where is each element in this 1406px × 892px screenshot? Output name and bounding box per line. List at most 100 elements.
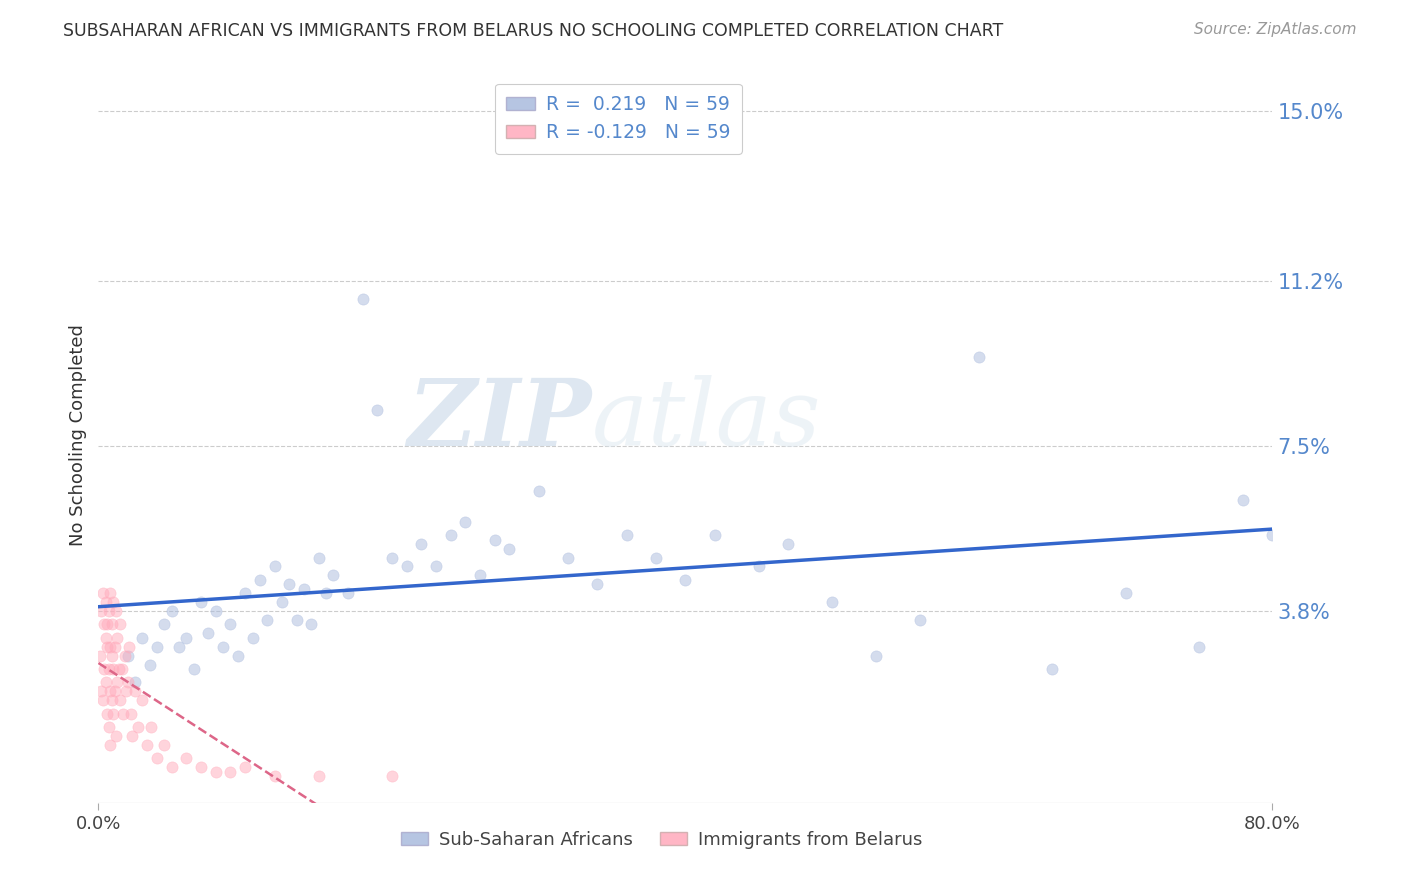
Point xyxy=(190,760,212,774)
Point xyxy=(117,675,139,690)
Legend: Sub-Saharan Africans, Immigrants from Belarus: Sub-Saharan Africans, Immigrants from Be… xyxy=(394,824,929,856)
Text: SUBSAHARAN AFRICAN VS IMMIGRANTS FROM BELARUS NO SCHOOLING COMPLETED CORRELATION: SUBSAHARAN AFRICAN VS IMMIGRANTS FROM BE… xyxy=(63,22,1004,40)
Text: atlas: atlas xyxy=(592,376,821,465)
Point xyxy=(205,764,228,779)
Point xyxy=(675,573,697,587)
Point xyxy=(105,729,128,743)
Point xyxy=(778,537,800,551)
Point xyxy=(153,617,176,632)
Point xyxy=(100,648,122,663)
Point xyxy=(97,662,120,676)
Point xyxy=(249,573,271,587)
Point xyxy=(263,559,285,574)
Point xyxy=(131,693,153,707)
Point xyxy=(96,640,118,654)
Point xyxy=(299,617,322,632)
Point xyxy=(183,662,205,676)
Point xyxy=(89,648,111,663)
Point xyxy=(439,528,461,542)
Point xyxy=(111,662,134,676)
Point xyxy=(366,403,388,417)
Point xyxy=(114,648,136,663)
Point xyxy=(112,706,135,721)
Point xyxy=(315,586,337,600)
Point xyxy=(91,586,114,600)
Point xyxy=(160,604,183,618)
Point xyxy=(101,662,124,676)
Point xyxy=(96,617,118,632)
Point xyxy=(107,675,129,690)
Point xyxy=(285,613,308,627)
Point xyxy=(98,586,121,600)
Point xyxy=(146,751,169,765)
Point xyxy=(100,617,122,632)
Point xyxy=(395,559,418,574)
Point xyxy=(484,533,506,547)
Point xyxy=(90,604,112,618)
Point xyxy=(101,706,124,721)
Point xyxy=(190,595,212,609)
Point xyxy=(381,769,404,783)
Point xyxy=(127,720,149,734)
Point xyxy=(110,617,132,632)
Point xyxy=(557,550,579,565)
Point xyxy=(167,640,190,654)
Point xyxy=(748,559,770,574)
Point xyxy=(90,684,112,698)
Point xyxy=(468,568,491,582)
Point xyxy=(103,684,125,698)
Point xyxy=(94,595,117,609)
Point xyxy=(153,738,176,752)
Point xyxy=(454,515,477,529)
Point xyxy=(197,626,219,640)
Point xyxy=(96,706,118,721)
Point xyxy=(411,537,433,551)
Point xyxy=(226,648,249,663)
Point xyxy=(1115,586,1137,600)
Point xyxy=(97,720,120,734)
Point xyxy=(1232,492,1254,507)
Point xyxy=(336,586,359,600)
Point xyxy=(120,706,142,721)
Point xyxy=(146,640,169,654)
Point xyxy=(124,684,146,698)
Point xyxy=(135,738,157,752)
Point xyxy=(108,662,131,676)
Point xyxy=(292,582,315,596)
Point xyxy=(821,595,844,609)
Point xyxy=(121,729,143,743)
Point xyxy=(115,684,138,698)
Point xyxy=(527,483,550,498)
Point xyxy=(97,604,120,618)
Point xyxy=(586,577,609,591)
Point xyxy=(219,617,242,632)
Point xyxy=(381,550,404,565)
Point xyxy=(117,648,139,663)
Point xyxy=(967,350,990,364)
Point xyxy=(107,631,129,645)
Point xyxy=(616,528,638,542)
Point xyxy=(98,738,121,752)
Text: ZIP: ZIP xyxy=(408,376,592,465)
Point xyxy=(308,550,330,565)
Point xyxy=(322,568,344,582)
Y-axis label: No Schooling Completed: No Schooling Completed xyxy=(69,324,87,546)
Point xyxy=(352,292,374,306)
Point xyxy=(703,528,725,542)
Point xyxy=(233,586,256,600)
Point xyxy=(263,769,285,783)
Point xyxy=(910,613,932,627)
Point xyxy=(256,613,278,627)
Point xyxy=(160,760,183,774)
Point xyxy=(94,631,117,645)
Point xyxy=(91,693,114,707)
Point xyxy=(118,640,141,654)
Point xyxy=(270,595,292,609)
Point xyxy=(205,604,228,618)
Point xyxy=(425,559,447,574)
Point xyxy=(101,595,124,609)
Point xyxy=(278,577,301,591)
Point xyxy=(1188,640,1211,654)
Point xyxy=(93,617,115,632)
Point xyxy=(1261,528,1284,542)
